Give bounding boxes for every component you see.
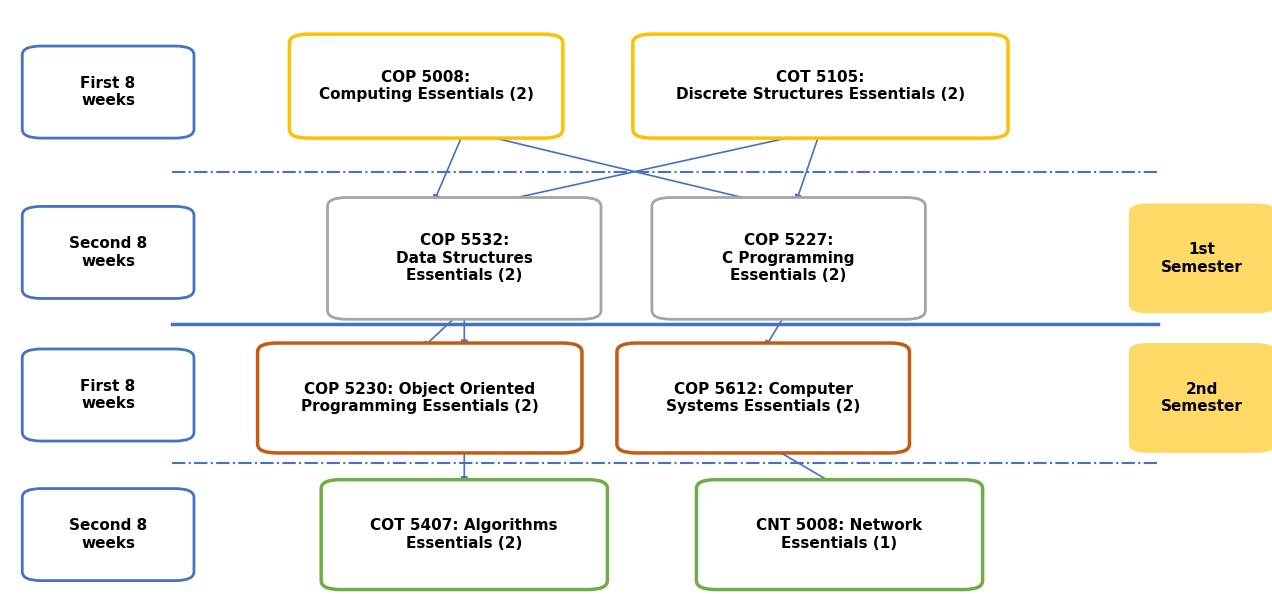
Text: Second 8
weeks: Second 8 weeks <box>69 236 148 268</box>
Text: COP 5227:
C Programming
Essentials (2): COP 5227: C Programming Essentials (2) <box>722 233 855 283</box>
Text: COP 5008:
Computing Essentials (2): COP 5008: Computing Essentials (2) <box>319 70 533 102</box>
FancyBboxPatch shape <box>328 198 600 320</box>
FancyBboxPatch shape <box>1130 343 1272 453</box>
Text: COT 5105:
Discrete Structures Essentials (2): COT 5105: Discrete Structures Essentials… <box>675 70 965 102</box>
FancyBboxPatch shape <box>617 343 909 453</box>
FancyBboxPatch shape <box>23 349 195 441</box>
FancyBboxPatch shape <box>23 46 195 138</box>
FancyBboxPatch shape <box>23 207 195 299</box>
FancyBboxPatch shape <box>23 488 195 581</box>
Text: COT 5407: Algorithms
Essentials (2): COT 5407: Algorithms Essentials (2) <box>370 519 558 551</box>
Text: COP 5612: Computer
Systems Essentials (2): COP 5612: Computer Systems Essentials (2… <box>667 382 860 414</box>
FancyBboxPatch shape <box>258 343 583 453</box>
Text: CNT 5008: Network
Essentials (1): CNT 5008: Network Essentials (1) <box>757 519 922 551</box>
Text: COP 5532:
Data Structures
Essentials (2): COP 5532: Data Structures Essentials (2) <box>396 233 533 283</box>
FancyBboxPatch shape <box>633 34 1007 138</box>
FancyBboxPatch shape <box>651 198 925 320</box>
Text: 1st
Semester: 1st Semester <box>1161 242 1243 274</box>
Text: COP 5230: Object Oriented
Programming Essentials (2): COP 5230: Object Oriented Programming Es… <box>301 382 538 414</box>
Text: First 8
weeks: First 8 weeks <box>80 379 136 411</box>
Text: First 8
weeks: First 8 weeks <box>80 76 136 108</box>
FancyBboxPatch shape <box>321 480 607 589</box>
Text: Second 8
weeks: Second 8 weeks <box>69 519 148 551</box>
FancyBboxPatch shape <box>697 480 983 589</box>
FancyBboxPatch shape <box>290 34 563 138</box>
FancyBboxPatch shape <box>1130 203 1272 314</box>
Text: 2nd
Semester: 2nd Semester <box>1161 382 1243 414</box>
